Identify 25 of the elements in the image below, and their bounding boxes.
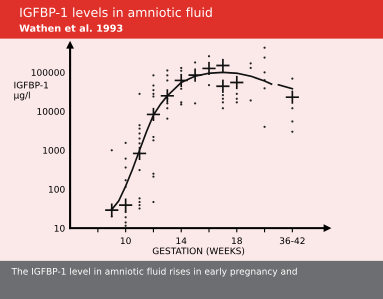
y-tick-label: 100000 (32, 69, 65, 76)
point (104, 202, 120, 218)
x-tick-label: 36-42 (280, 237, 305, 244)
point (132, 146, 147, 161)
point (174, 73, 189, 88)
chart-title: IGFBP-1 levels in amniotic fluid (20, 7, 212, 18)
y-tick-label: 100 (48, 186, 65, 193)
y-tick-label: 1000 (43, 146, 65, 154)
point (215, 78, 230, 94)
y-tick-label: 10 (54, 224, 65, 232)
x-axis-title: GESTATION (WEEKS) (152, 247, 244, 256)
point (202, 61, 216, 76)
text: The IGFBP-1 level in amniotic fluid rises in early pregnancy and (11, 268, 297, 276)
point (118, 198, 134, 213)
x-tick-label: 18 (232, 237, 242, 244)
point (188, 68, 203, 83)
point (146, 107, 161, 122)
point (160, 88, 175, 104)
x-tick-label: 10 (120, 237, 131, 244)
x-tick-label: 14 (176, 237, 186, 244)
y-tick-label: 10000 (38, 108, 65, 115)
point (229, 75, 244, 90)
y-axis-title: IGFBP-1 µg/l (14, 82, 48, 100)
chart-subtitle: Wathen et al. 1993 (19, 24, 122, 32)
point (215, 58, 230, 73)
